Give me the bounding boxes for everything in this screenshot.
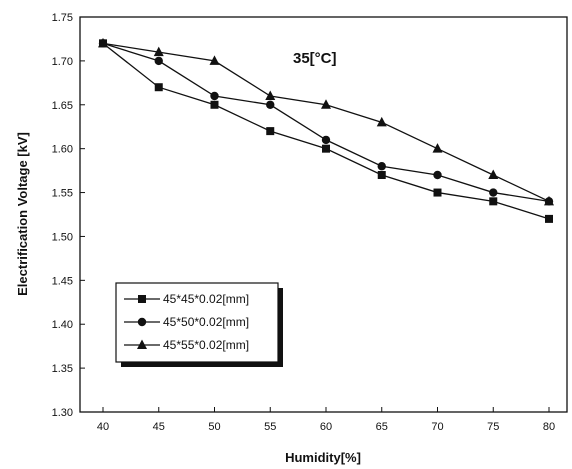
y-tick-label: 1.30 (52, 407, 73, 419)
data-point (266, 100, 275, 109)
x-tick-label: 55 (264, 421, 276, 433)
data-point (544, 195, 554, 206)
data-point (209, 55, 220, 65)
data-point (432, 143, 443, 153)
x-tick-label: 65 (376, 421, 388, 433)
legend-label: 45*55*0.02[mm] (163, 338, 249, 352)
data-point (210, 100, 219, 109)
x-tick-label: 80 (543, 421, 555, 433)
y-tick-label: 1.60 (52, 144, 73, 156)
data-point (321, 135, 331, 145)
y-tick-label: 1.35 (52, 363, 73, 375)
x-tick-label: 70 (431, 421, 443, 433)
legend-marker (137, 317, 147, 327)
y-tick-label: 1.70 (52, 56, 73, 68)
data-point (153, 46, 164, 57)
x-tick-label: 40 (97, 421, 109, 433)
legend-item: 45*45*0.02[mm] (124, 292, 249, 306)
y-axis-title: Electrification Voltage [kV] (15, 132, 30, 296)
series-line (102, 42, 550, 202)
series-line (102, 42, 550, 220)
data-point (265, 90, 276, 100)
data-point (377, 171, 386, 179)
data-point (210, 91, 219, 101)
data-point (154, 56, 163, 66)
data-point (489, 197, 498, 206)
legend-label: 45*45*0.02[mm] (163, 292, 249, 306)
data-point (376, 116, 387, 127)
data-point (98, 37, 108, 48)
y-tick-label: 1.50 (52, 231, 73, 243)
y-tick-label: 1.45 (52, 275, 73, 287)
x-axis: 40 45 50 55 60 65 70 75 80 (97, 407, 555, 433)
series-2 (98, 39, 554, 206)
x-tick-label: 75 (487, 421, 499, 433)
data-point (266, 127, 275, 136)
temperature-annotation: 35[°C] (293, 50, 337, 67)
series-3 (98, 37, 554, 206)
data-point (377, 162, 386, 171)
series-line (102, 42, 550, 202)
legend-item: 45*55*0.02[mm] (124, 338, 249, 352)
y-tick-label: 1.75 (52, 12, 73, 24)
data-point (321, 99, 331, 109)
data-point (322, 144, 330, 153)
data-point (488, 169, 499, 179)
data-point (489, 188, 498, 197)
legend-label: 45*50*0.02[mm] (163, 315, 249, 329)
y-tick-label: 1.65 (52, 100, 73, 112)
x-tick-label: 60 (320, 421, 332, 433)
legend-item: 45*50*0.02[mm] (124, 315, 249, 329)
plot-frame (79, 16, 568, 413)
data-point (433, 188, 442, 197)
x-axis-title: Humidity[%] (285, 450, 361, 465)
y-tick-label: 1.40 (52, 319, 73, 331)
data-point (545, 214, 553, 223)
y-tick-label: 1.55 (52, 188, 73, 200)
legend-marker (138, 295, 146, 303)
legend-marker (137, 339, 147, 349)
legend: 45*45*0.02[mm] 45*50*0.02[mm] 45*55*0.02[m… (115, 282, 283, 367)
x-tick-label: 50 (208, 421, 220, 433)
series-layer (98, 37, 554, 223)
data-point (433, 170, 442, 180)
x-tick-label: 45 (153, 421, 165, 433)
data-point (154, 83, 163, 92)
y-axis: 1.30 1.35 1.40 1.45 1.50 1.55 1.60 1.65 1.70 1.75 (52, 12, 85, 419)
